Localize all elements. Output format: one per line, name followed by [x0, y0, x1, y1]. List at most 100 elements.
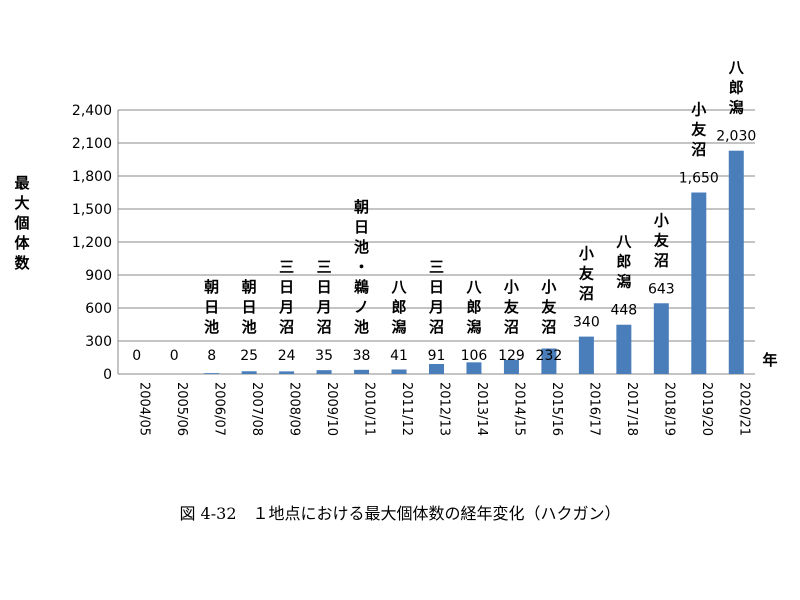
- x-axis-label: 年: [762, 351, 777, 369]
- site-label-char: 三: [317, 258, 332, 276]
- site-label-char: 郎: [392, 298, 407, 316]
- site-label-char: ・: [354, 258, 369, 276]
- site-label-char: 月: [278, 298, 294, 316]
- data-label: 0: [170, 348, 179, 364]
- site-label-char: 郎: [729, 79, 744, 97]
- bar: [728, 150, 744, 374]
- bar: [316, 370, 332, 374]
- x-tick-label: 2010/11: [362, 382, 377, 436]
- site-label-char: 小: [504, 278, 519, 296]
- x-tick-label: 2017/18: [624, 382, 639, 436]
- site-label-char: 八: [728, 59, 745, 77]
- chart: 0 300 600 900 1,200 1,500 1,800 2,100 2,400 2004…: [13, 59, 777, 436]
- data-label: 340: [573, 315, 600, 331]
- site-label-char: 小: [691, 101, 706, 119]
- y-axis-label: 最大個体数: [13, 174, 30, 272]
- site-label-char: 日: [242, 298, 257, 316]
- bar: [616, 324, 632, 374]
- site-label-char: 八: [615, 233, 632, 251]
- x-tick-label: 2014/15: [511, 382, 526, 436]
- site-label-char: 郎: [466, 298, 481, 316]
- site-label-char: ノ: [354, 298, 369, 316]
- site-label-char: 友: [504, 298, 519, 316]
- bar: [279, 371, 295, 374]
- site-label-char: 朝: [204, 278, 219, 296]
- site-label-char: 沼: [429, 318, 444, 336]
- site-label-char: 小: [579, 245, 594, 263]
- site-label-char: 友: [579, 265, 594, 283]
- site-label-char: 友: [691, 121, 706, 139]
- site-label-char: 月: [316, 298, 332, 316]
- site-label-char: 沼: [317, 318, 332, 336]
- y-axis-ticks: 0 300 600 900 1,200 1,500 1,800 2,100 2,400: [72, 103, 112, 383]
- bar: [391, 369, 407, 374]
- site-label-char: 沼: [579, 285, 594, 303]
- site-label-char: 日: [204, 298, 219, 316]
- site-label-char: 池: [242, 318, 257, 336]
- data-label: 41: [390, 348, 408, 364]
- bar: [466, 362, 482, 374]
- data-label: 38: [353, 348, 371, 364]
- bar: [503, 359, 519, 374]
- site-label-char: 鵜: [353, 278, 369, 296]
- x-tick-label: 2016/17: [586, 382, 601, 436]
- site-label-char: 郎: [616, 253, 631, 271]
- site-label-char: 日: [279, 278, 294, 296]
- y-tick-label: 300: [85, 334, 112, 350]
- site-label-char: 日: [317, 278, 332, 296]
- data-label: 35: [315, 348, 333, 364]
- data-label: 8: [207, 348, 216, 364]
- site-label-char: 沼: [654, 251, 669, 269]
- x-tick-label: 2009/10: [324, 382, 339, 436]
- site-label-char: 沼: [279, 318, 294, 336]
- site-labels: 朝日池朝日池三日月沼三日月沼朝日池・鵜ノ池八郎潟三日月沼八郎潟小友沼小友沼小友沼…: [204, 59, 745, 336]
- site-label-char: 潟: [466, 318, 481, 336]
- bar: [429, 363, 444, 374]
- site-label-char: 朝: [242, 278, 257, 296]
- x-tick-label: 2011/12: [399, 382, 414, 436]
- site-label-char: 日: [429, 278, 444, 296]
- y-tick-label: 0: [103, 367, 112, 383]
- site-label-char: 小: [654, 211, 669, 229]
- data-label: 129: [498, 348, 525, 364]
- data-labels: 0 0 8 25 24 35 38 41 91 106 129 232 340 448 643 1,650 2,…: [132, 129, 756, 364]
- data-label: 1,650: [679, 171, 719, 187]
- bar: [653, 303, 669, 374]
- site-label-char: 朝: [354, 198, 369, 216]
- site-label-char: 池: [354, 238, 369, 256]
- x-tick-label: 2018/19: [661, 382, 676, 436]
- x-tick-label: 2006/07: [212, 382, 227, 436]
- y-tick-label: 2,400: [72, 103, 112, 119]
- y-tick-label: 600: [85, 301, 112, 317]
- site-label-char: 小: [541, 278, 556, 296]
- site-label-char: 池: [204, 318, 219, 336]
- data-label: 2,030: [716, 129, 756, 145]
- bar: [578, 336, 594, 374]
- x-tick-label: 2012/13: [437, 382, 452, 436]
- data-label: 232: [536, 348, 563, 364]
- bar: [241, 371, 257, 374]
- data-label: 24: [278, 348, 296, 364]
- site-label-char: 沼: [504, 318, 519, 336]
- site-label-char: 潟: [616, 273, 631, 291]
- y-tick-label: 1,800: [72, 169, 112, 185]
- site-label-char: 潟: [392, 318, 407, 336]
- y-tick-label: 900: [85, 268, 112, 284]
- x-tick-label: 2019/20: [699, 382, 714, 436]
- bar: [204, 373, 220, 374]
- data-label: 0: [132, 348, 141, 364]
- x-tick-label: 2004/05: [137, 382, 152, 436]
- data-label: 643: [648, 281, 675, 297]
- bar: [541, 348, 557, 374]
- y-tick-label: 1,500: [72, 202, 112, 218]
- site-label-char: 三: [429, 258, 444, 276]
- site-label-char: 八: [465, 278, 482, 296]
- x-tick-label: 2008/09: [287, 382, 302, 436]
- x-tick-label: 2007/08: [249, 382, 264, 436]
- site-label-char: 沼: [691, 141, 706, 159]
- site-label-char: 友: [541, 298, 556, 316]
- bar: [354, 369, 370, 374]
- site-label-char: 沼: [541, 318, 556, 336]
- y-tick-label: 1,200: [72, 235, 112, 251]
- site-label-char: 三: [279, 258, 294, 276]
